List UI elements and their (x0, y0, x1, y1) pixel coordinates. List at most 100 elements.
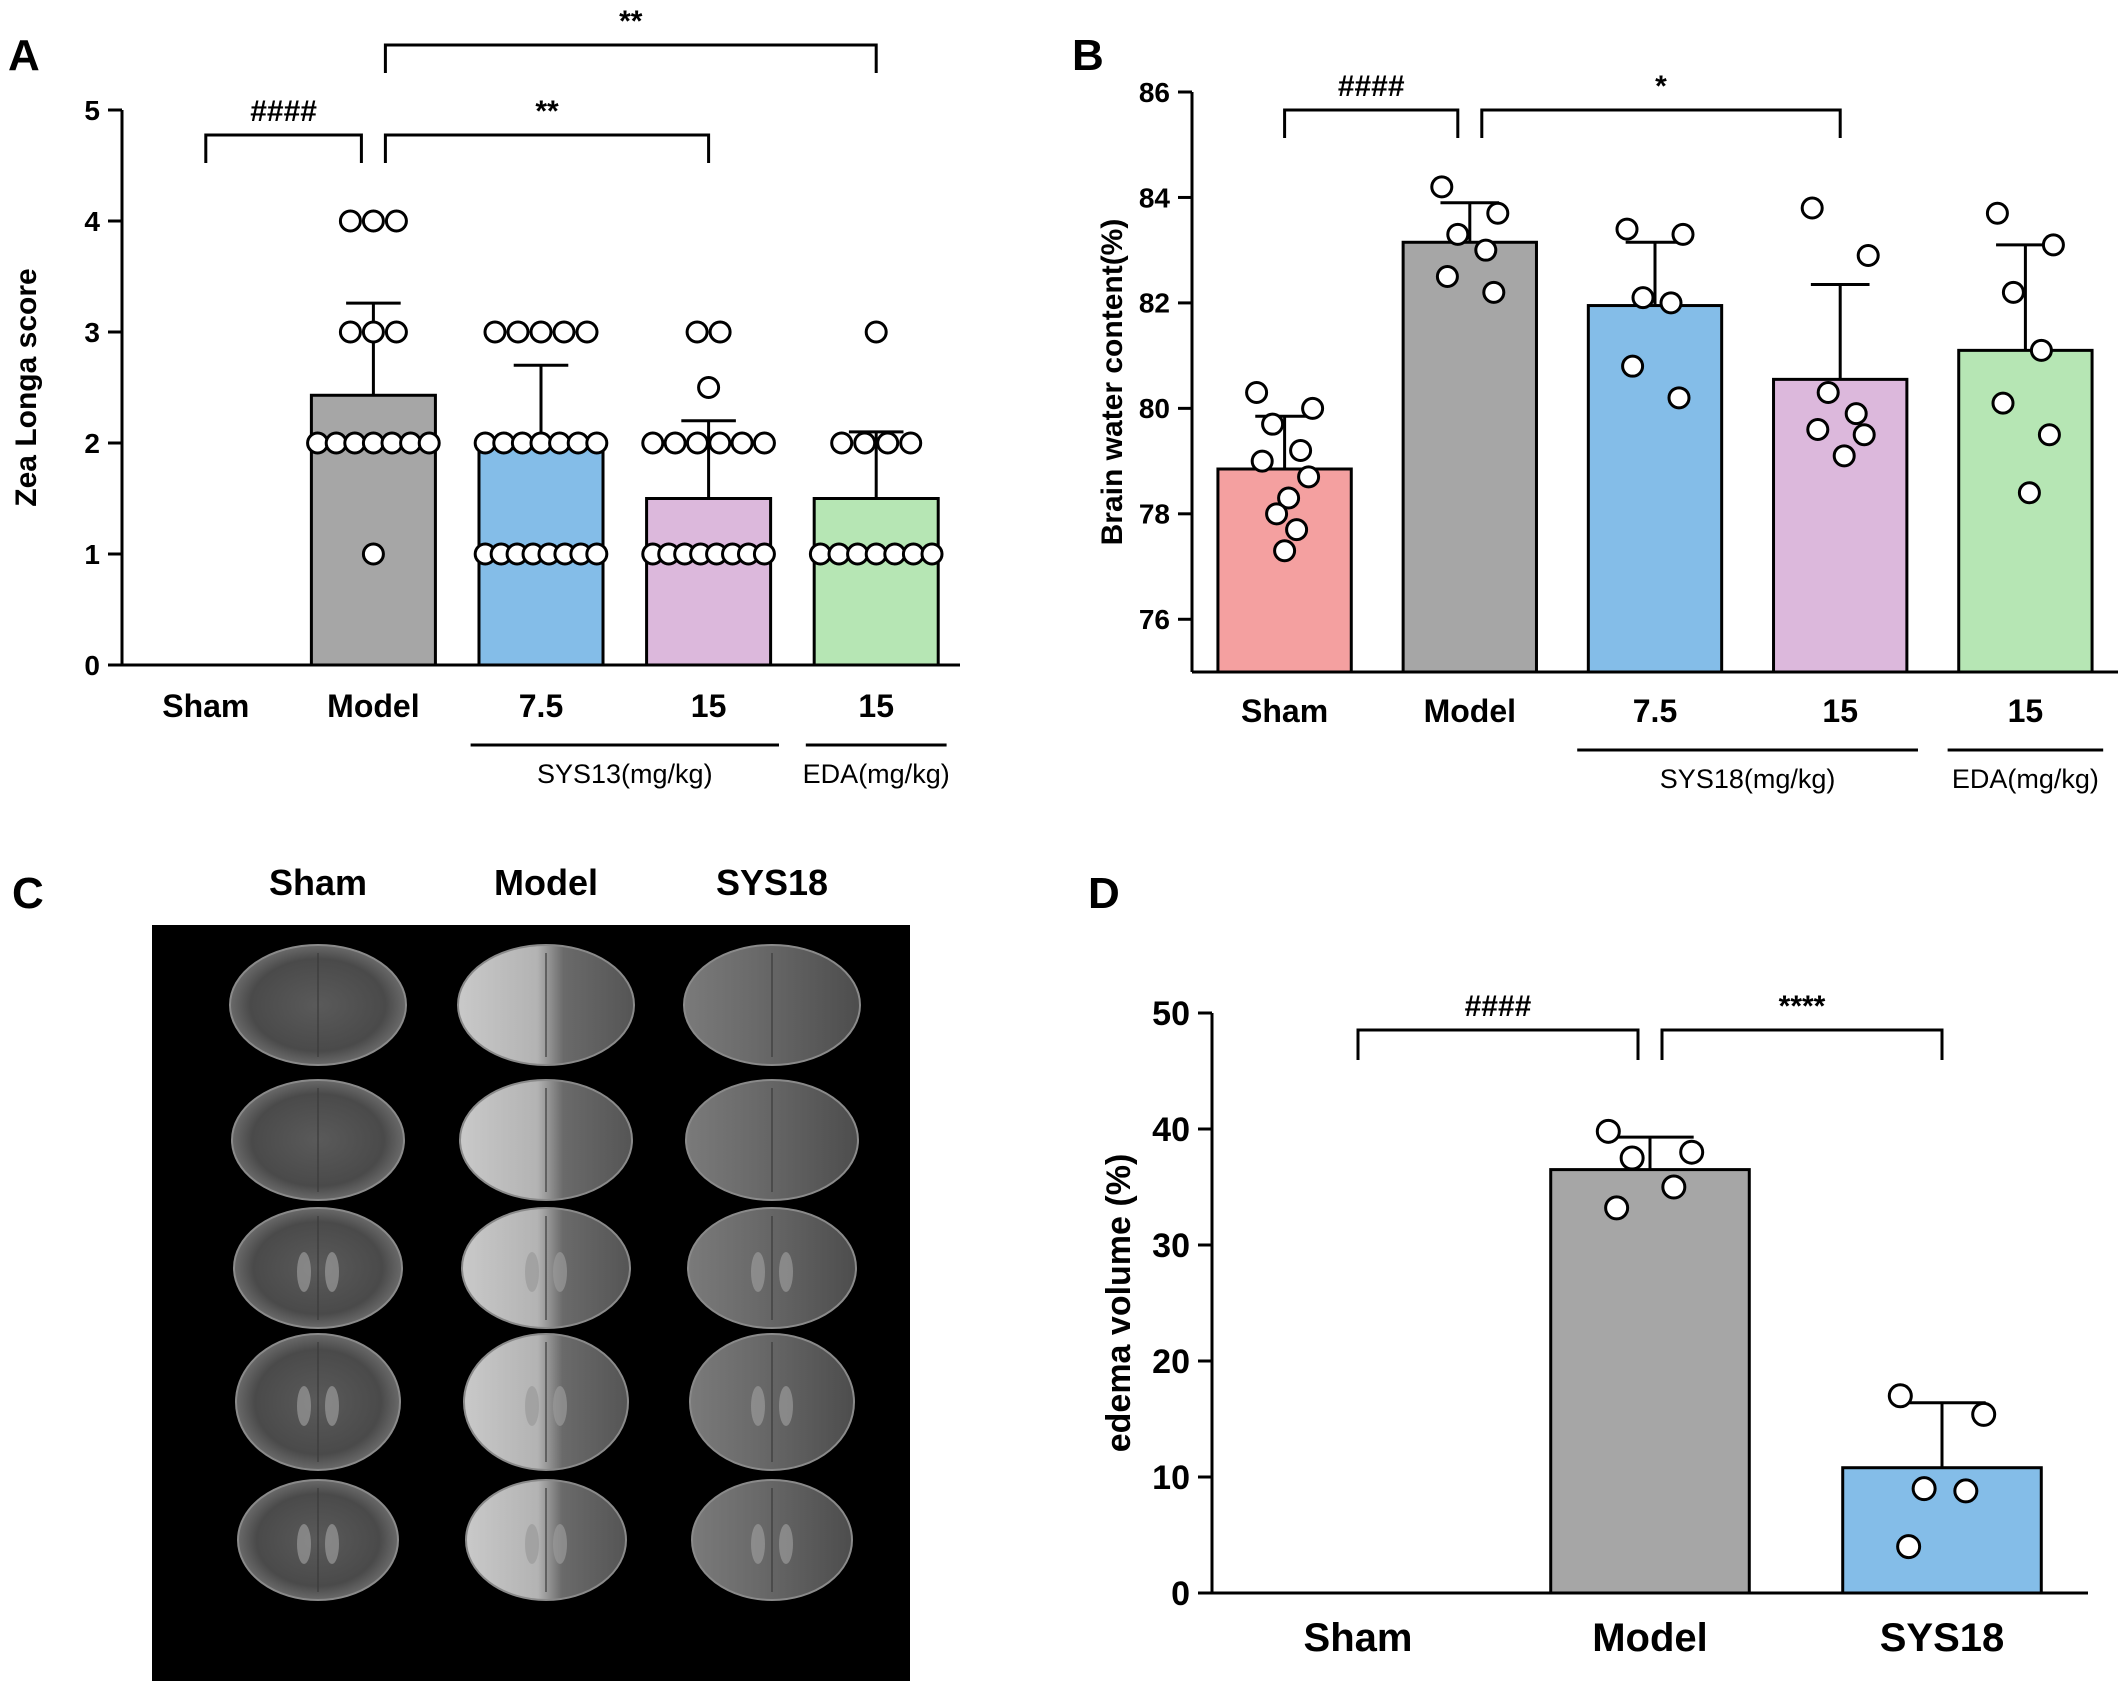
b-bar (1401, 240, 1538, 674)
b-y-tick-label: 76 (1139, 604, 1170, 635)
panel-letter-d: D (1088, 869, 1120, 918)
a-data-point (752, 542, 776, 566)
a-data-point (338, 209, 362, 233)
brain-slice-ventricle (553, 1524, 567, 1564)
b-data-point (2037, 423, 2061, 447)
b-group-label: SYS18(mg/kg) (1660, 764, 1836, 794)
chart-b: 76 78 80 82 84 86 Brain water content(%) Sham Mo… (1096, 70, 2118, 794)
a-significance-bracket (383, 43, 878, 73)
b-data-point (1285, 518, 1309, 542)
a-data-point (506, 320, 530, 344)
b-y-tick-label: 78 (1139, 499, 1170, 530)
b-significance-label: #### (1338, 70, 1405, 103)
b-category-label: Model (1424, 693, 1516, 729)
a-category-label: 15 (691, 688, 727, 724)
b-data-point (1277, 486, 1301, 510)
b-data-point (1806, 417, 1830, 441)
b-y-axis-label: Brain water content(%) (1096, 219, 1129, 546)
d-data-point (1619, 1145, 1645, 1171)
d-data-point (1679, 1139, 1705, 1165)
b-data-point (1250, 449, 1274, 473)
a-data-point (384, 320, 408, 344)
a-y-tick-label: 4 (84, 206, 100, 237)
a-bar (812, 497, 940, 667)
a-group-label: SYS13(mg/kg) (537, 759, 713, 789)
b-data-point (1301, 396, 1325, 420)
a-data-point (324, 431, 348, 455)
a-y-tick-label: 0 (84, 650, 100, 681)
a-data-point (361, 320, 385, 344)
b-data-point (1856, 243, 1880, 267)
b-data-point (1615, 217, 1639, 241)
chart-a: 0 1 2 3 4 5 Zea Longa score Sham Model 7.5 15 15 SYS… (10, 5, 960, 789)
d-category-label: Model (1592, 1616, 1708, 1660)
b-data-point (1245, 381, 1269, 405)
d-bar (1841, 1466, 2043, 1595)
a-data-point (380, 431, 404, 455)
d-data-point (1604, 1195, 1630, 1221)
b-data-point (1985, 201, 2009, 225)
b-data-point (2017, 481, 2041, 505)
a-data-point (417, 431, 441, 455)
d-category-label: SYS18 (1880, 1616, 2005, 1660)
b-data-point (1297, 465, 1321, 489)
brain-slice-ventricle (751, 1524, 765, 1564)
b-data-point (1844, 402, 1868, 426)
b-category-label: 15 (1822, 693, 1858, 729)
b-data-point (1289, 439, 1313, 463)
a-data-point (548, 431, 572, 455)
a-data-point (730, 431, 754, 455)
a-data-point (566, 431, 590, 455)
a-data-point (899, 431, 923, 455)
d-data-point (1971, 1401, 1997, 1427)
a-data-point (483, 320, 507, 344)
a-category-label: Sham (162, 688, 249, 724)
b-y-tick-label: 84 (1139, 182, 1171, 213)
d-data-point (1595, 1118, 1621, 1144)
b-data-point (1991, 391, 2015, 415)
b-y-tick-label: 86 (1139, 77, 1170, 108)
brain-slice-ventricle (553, 1386, 567, 1426)
a-data-point (361, 542, 385, 566)
a-data-point (338, 320, 362, 344)
a-significance-label: ** (535, 95, 559, 128)
a-data-point (575, 320, 599, 344)
d-y-tick-label: 40 (1152, 1111, 1190, 1149)
a-data-point (529, 431, 553, 455)
a-data-point (846, 542, 870, 566)
a-data-point (663, 431, 687, 455)
d-data-point (1661, 1174, 1687, 1200)
a-data-point (384, 209, 408, 233)
b-data-point (1261, 412, 1285, 436)
b-category-label: Sham (1241, 693, 1328, 729)
b-data-point (1800, 196, 1824, 220)
b-bar (1772, 377, 1909, 674)
a-data-point (697, 376, 721, 399)
mri-col-head-model: Model (494, 862, 598, 903)
a-data-point (901, 542, 925, 566)
a-y-tick-label: 1 (84, 539, 100, 570)
a-category-label: 15 (858, 688, 894, 724)
brain-slice-ventricle (325, 1252, 339, 1292)
a-data-point (585, 542, 609, 566)
d-significance-bracket (1356, 1028, 1640, 1060)
b-data-point (1852, 423, 1876, 447)
a-data-point (853, 431, 877, 455)
b-significance-label: * (1655, 70, 1667, 103)
b-data-point (1631, 286, 1655, 310)
brain-slice-ventricle (325, 1386, 339, 1426)
brain-slice-ventricle (779, 1524, 793, 1564)
panel-letter-c: C (12, 869, 44, 918)
b-y-tick-label: 80 (1139, 393, 1170, 424)
a-data-point (752, 431, 776, 455)
b-data-point (1621, 354, 1645, 378)
d-y-tick-label: 0 (1171, 1575, 1190, 1613)
brain-slice-ventricle (297, 1524, 311, 1564)
a-y-tick-label: 5 (84, 95, 100, 126)
d-data-point (1953, 1478, 1979, 1504)
a-data-point (641, 431, 665, 455)
a-data-point (685, 431, 709, 455)
b-significance-bracket (1480, 108, 1842, 138)
panel-letter-b: B (1072, 31, 1104, 80)
d-y-tick-label: 10 (1152, 1459, 1190, 1497)
